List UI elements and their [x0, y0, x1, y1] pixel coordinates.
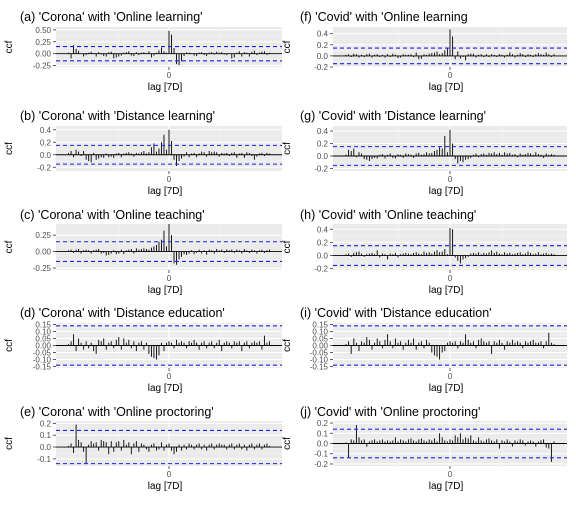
ccf-panel: -0.2 0.0 0.2 0.4 0 lag [7D] ccf (f) 'Covid' wit…: [282, 10, 567, 93]
y-tick-label: 0.2: [317, 41, 329, 50]
y-tick-label: 0.0: [317, 252, 329, 261]
panel-title: (a) 'Corona' with 'Online learning': [20, 10, 203, 24]
y-axis-label: ccf: [4, 339, 15, 352]
x-tick-label: 0: [448, 175, 453, 184]
y-tick-label: 0.00: [35, 248, 51, 257]
x-axis-label: lag [7D]: [429, 82, 464, 93]
y-tick-label: 0.1: [317, 429, 329, 438]
x-axis-label: lag [7D]: [148, 383, 183, 394]
panel-title: (f) 'Covid' with 'Online learning: [300, 10, 468, 24]
y-tick-label: -0.25: [33, 62, 52, 71]
x-axis-label: lag [7D]: [148, 285, 183, 296]
y-tick-label: -0.2: [314, 165, 328, 174]
panel-title: (c) 'Corona' with 'Online teaching': [20, 208, 205, 222]
panel-title: (g) 'Covid' with 'Distance learning': [300, 109, 486, 123]
y-axis-label: ccf: [282, 40, 293, 53]
y-tick-label: -0.10: [33, 356, 52, 365]
y-tick-label: 0.10: [35, 327, 51, 336]
y-tick-label: 0.4: [317, 225, 329, 234]
y-tick-label: -0.15: [33, 363, 52, 372]
y-tick-label: -0.15: [310, 363, 329, 372]
x-axis-label: lag [7D]: [429, 383, 464, 394]
y-tick-label: 0.0: [40, 151, 52, 160]
y-tick-label: -0.05: [33, 349, 52, 358]
y-tick-label: 0.4: [317, 30, 329, 39]
x-tick-label: 0: [448, 470, 453, 479]
ccf-panel: -0.2-0.10.0 0.10.2 0 lag [7D] ccf (j) 'Covid'…: [282, 405, 567, 492]
y-tick-label: -0.2: [314, 460, 328, 469]
y-tick-label: 0.15: [312, 320, 328, 329]
panel-title: (d) 'Corona' with 'Distance education': [20, 306, 225, 320]
y-tick-label: 0.00: [35, 342, 51, 351]
y-tick-label: 0.50: [35, 26, 51, 35]
x-tick-label: 0: [167, 372, 172, 381]
x-axis-label: lag [7D]: [148, 481, 183, 492]
y-tick-label: -0.10: [310, 356, 329, 365]
ccf-panel: -0.2 0.0 0.2 0.4 0 lag [7D] ccf (h) 'Covid' wit…: [282, 208, 567, 296]
y-tick-label: 0.2: [40, 138, 52, 147]
ccf-panel: -0.2 0.0 0.2 0.4 0 lag [7D] ccf (g) 'Covid' wit…: [282, 109, 567, 197]
y-tick-label: 0.0: [317, 152, 329, 161]
y-tick-label: 0.0: [317, 440, 329, 449]
y-tick-label: 0.4: [40, 126, 52, 135]
y-axis-label: ccf: [4, 40, 15, 53]
y-tick-label: -0.1: [314, 450, 328, 459]
panel-title: (e) 'Corona' with 'Online proctoring': [20, 405, 214, 419]
y-tick-label: 0.05: [35, 334, 51, 343]
x-tick-label: 0: [167, 470, 172, 479]
y-tick-label: 0.2: [317, 140, 329, 149]
y-axis-label: ccf: [282, 240, 293, 253]
y-tick-label: 0.05: [312, 334, 328, 343]
ccf-panel: -0.25 0.00 0.25 0.50 0 lag [7D] ccf (a) 'Corona…: [4, 10, 282, 93]
y-axis-label: ccf: [282, 142, 293, 155]
y-axis-label: ccf: [4, 240, 15, 253]
panel-title: (h) 'Covid' with 'Online teaching': [300, 208, 476, 222]
y-tick-label: -0.2: [37, 163, 51, 172]
y-tick-label: -0.2: [314, 265, 328, 274]
y-tick-label: 0.2: [40, 419, 52, 428]
y-tick-label: 0.2: [317, 419, 329, 428]
x-tick-label: 0: [448, 274, 453, 283]
x-tick-label: 0: [167, 274, 172, 283]
y-tick-label: 0.25: [35, 38, 51, 47]
x-tick-label: 0: [167, 71, 172, 80]
y-axis-label: ccf: [4, 437, 15, 450]
x-tick-label: 0: [448, 71, 453, 80]
y-axis-label: ccf: [282, 437, 293, 450]
ccf-panel: -0.25 0.00 0.25 0 lag [7D] ccf (c) 'Corona' wi…: [4, 208, 282, 296]
ccf-panel: -0.15-0.10-0.050.000.050.100.15 0 lag [7D]…: [282, 306, 567, 394]
y-tick-label: -0.1: [37, 455, 51, 464]
ccf-panel: -0.15-0.10-0.050.000.050.100.15 0 lag [7D]…: [4, 306, 282, 394]
y-tick-label: 0.0: [40, 443, 52, 452]
x-axis-label: lag [7D]: [429, 481, 464, 492]
x-tick-label: 0: [448, 372, 453, 381]
y-tick-label: 0.10: [312, 327, 328, 336]
y-tick-label: 0.00: [35, 50, 51, 59]
y-tick-label: -0.05: [310, 349, 329, 358]
y-axis-label: ccf: [282, 339, 293, 352]
y-tick-label: 0.1: [40, 431, 52, 440]
y-tick-label: 0.0: [317, 52, 329, 61]
ccf-panel: -0.1 0.0 0.1 0.2 0 lag [7D] ccf (e) 'Corona' wi…: [4, 405, 282, 492]
y-tick-label: 0.25: [35, 231, 51, 240]
y-axis-label: ccf: [4, 142, 15, 155]
x-axis-label: lag [7D]: [429, 186, 464, 197]
y-tick-label: 0.00: [312, 342, 328, 351]
y-tick-label: -0.25: [33, 264, 52, 273]
x-tick-label: 0: [167, 175, 172, 184]
ccf-panel: -0.2 0.0 0.2 0.4 0 lag [7D] ccf (b) 'Corona' wi…: [4, 109, 282, 197]
y-tick-label: 0.15: [35, 320, 51, 329]
panel-title: (b) 'Corona' with 'Distance learning': [20, 109, 215, 123]
x-axis-label: lag [7D]: [148, 186, 183, 197]
x-axis-label: lag [7D]: [148, 82, 183, 93]
panel-title: (j) 'Covid' with 'Online proctoring': [300, 405, 480, 419]
y-tick-label: 0.4: [317, 127, 329, 136]
x-axis-label: lag [7D]: [429, 285, 464, 296]
y-tick-label: -0.2: [314, 63, 328, 72]
panel-title: (i) 'Covid' with 'Distance education': [300, 306, 492, 320]
y-tick-label: 0.2: [317, 238, 329, 247]
